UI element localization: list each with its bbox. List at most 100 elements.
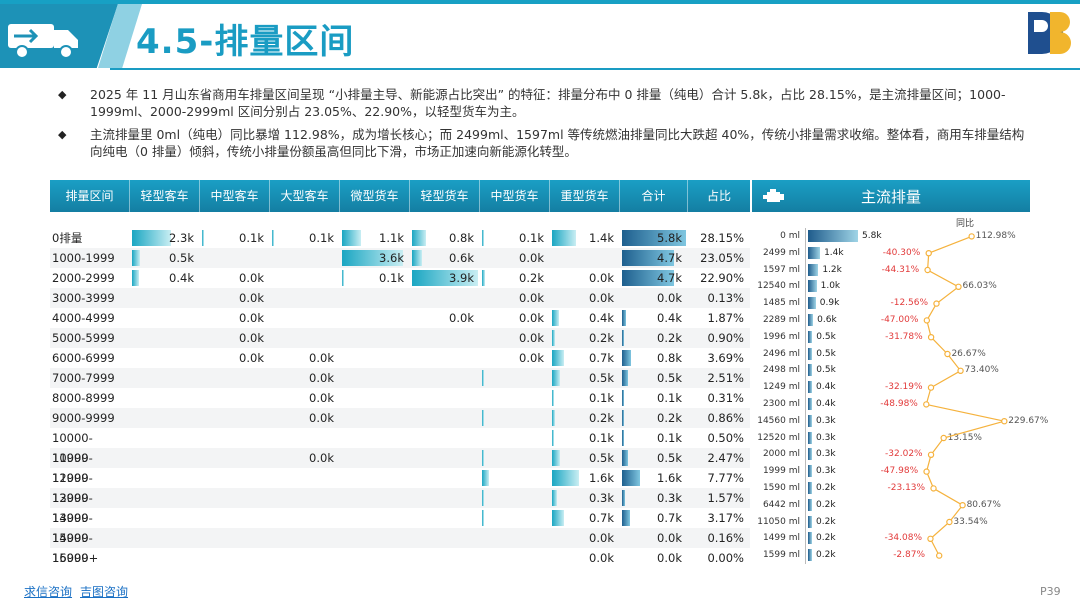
displacement-table: 0排量 2.3k 0.1k 0.1k 1.1k 0.8k 0.1k 1.4k 5.8k 28.15…: [50, 228, 750, 568]
mainstream-value: 0.3k: [816, 449, 836, 460]
table-cell: 0.4k: [620, 308, 688, 328]
column-header: 中型客车: [200, 180, 270, 212]
mainstream-bar: [808, 397, 812, 410]
share-cell: 1.87%: [707, 311, 744, 325]
column-header: 重型货车: [550, 180, 620, 212]
cell-value: 0.3k: [657, 491, 682, 505]
row-label: 15000-15999: [52, 531, 93, 565]
footer-link-qiuxin[interactable]: 求信咨询: [24, 585, 73, 599]
cell-value: 0.2k: [519, 271, 544, 285]
cell-value: 0.0k: [657, 291, 682, 305]
table-row: 7000-7999 0.0k 0.5k 0.5k 2.51%: [50, 368, 750, 388]
table-bar: [552, 430, 554, 446]
table-cell: 0.0k: [480, 288, 550, 308]
yoy-point: [1001, 418, 1008, 425]
cell-value: 0.0k: [657, 551, 682, 565]
mainstream-bar: [808, 515, 812, 528]
row-label: 16000+: [52, 551, 99, 565]
cell-value: 0.1k: [519, 231, 544, 245]
footer-link-jitu[interactable]: 吉图咨询: [80, 585, 129, 599]
table-bar: [342, 230, 361, 246]
displacement-label: 0 ml: [780, 231, 800, 241]
column-header: 排量区间: [50, 180, 130, 212]
mainstream-value: 0.2k: [816, 482, 836, 493]
displacement-label: 11050 ml: [757, 516, 800, 527]
yoy-value: -32.19%: [884, 382, 923, 393]
cell-value: 0.0k: [309, 351, 334, 365]
column-header: 合计: [620, 180, 688, 212]
column-header: 微型货车: [340, 180, 410, 212]
row-label: 12000-12999: [52, 471, 93, 505]
table-row: 12000-12999 1.6k 1.6k 7.77%: [50, 468, 750, 505]
table-row: 14000-14999 0.7k 0.7k 3.17%: [50, 508, 750, 545]
yoy-point: [933, 300, 940, 307]
table-cell: 0.0k: [200, 268, 270, 288]
cell-value: 0.0k: [309, 371, 334, 385]
yoy-point: [924, 266, 931, 274]
table-cell: 0.1k: [480, 228, 550, 248]
mainstream-value: 0.5k: [816, 331, 836, 342]
cell-value: 3.6k: [379, 251, 404, 265]
cell-value: 4.7k: [657, 271, 682, 285]
column-header: 占比: [706, 189, 731, 203]
cell-value: 0.0k: [239, 271, 264, 285]
table-row: 1000-1999 0.5k 3.6k 0.6k 0.0k 4.7k 23.05%: [50, 248, 750, 268]
cell-value: 0.8k: [449, 231, 474, 245]
table-cell: 0.2k: [620, 328, 688, 348]
mainstream-row: 1499 ml 0.2k -34.08%: [752, 530, 1052, 547]
cell-value: 0.7k: [657, 511, 682, 525]
mainstream-value: 0.6k: [817, 314, 837, 325]
table-bar: [132, 270, 139, 286]
cell-value: 0.0k: [589, 531, 614, 545]
table-row: 8000-8999 0.0k 0.1k 0.1k 0.31%: [50, 388, 750, 408]
table-bar: [132, 230, 171, 246]
table-cell: 0.0k: [620, 528, 688, 548]
table-bar: [552, 490, 558, 506]
cell-value: 0.2k: [657, 331, 682, 345]
mainstream-bar: [808, 280, 817, 293]
table-cell: 0.0k: [480, 248, 550, 268]
cell-value: 4.7k: [657, 251, 682, 265]
mainstream-row: 1597 ml 1.2k -44.31%: [752, 262, 1052, 279]
table-row: 3000-3999 0.0k 0.0k 0.0k 0.0k 0.13%: [50, 288, 750, 308]
intro-bullet-2: 主流排量里 0ml（纯电）同比暴增 112.98%，成为增长核心；而 2499m…: [58, 126, 1028, 160]
table-cell: [480, 468, 550, 488]
table-bar: [482, 510, 484, 526]
cell-value: 5.8k: [657, 231, 682, 245]
cell-value: 0.6k: [449, 251, 474, 265]
table-cell: 3.9k: [410, 268, 480, 288]
displacement-label: 1597 ml: [762, 264, 800, 275]
cell-value: 0.0k: [657, 531, 682, 545]
displacement-label: 1499 ml: [762, 533, 800, 544]
header-underline: [110, 68, 1080, 70]
table-cell: 0.2k: [480, 268, 550, 288]
row-label: 9000-9999: [52, 411, 115, 425]
table-row: 2000-2999 0.4k 0.0k 0.1k 3.9k 0.2k 0.0k 4.7k 22.…: [50, 268, 750, 288]
table-header: 排量区间 轻型客车 中型客车 大型客车 微型货车 轻型货车 中型货车 重型货车 合计 占比: [50, 180, 750, 212]
yoy-value: 229.67%: [1008, 415, 1049, 426]
cell-value: 0.0k: [589, 551, 614, 565]
table-cell: 0.0k: [270, 448, 340, 468]
share-cell: 0.50%: [707, 431, 744, 445]
displacement-label: 2289 ml: [762, 314, 800, 325]
table-cell: 0.0k: [480, 328, 550, 348]
table-bar: [622, 250, 674, 266]
yoy-value: -47.98%: [880, 466, 919, 477]
cell-value: 0.1k: [657, 431, 682, 445]
table-bar: [622, 410, 625, 426]
mainstream-row: 12520 ml 0.3k 13.15%: [752, 430, 1052, 447]
mainstream-row: 2496 ml 0.5k 26.67%: [752, 346, 1052, 363]
mainstream-value: 0.2k: [816, 550, 836, 561]
table-cell: 1.6k: [550, 468, 620, 488]
table-cell: 0.0k: [480, 308, 550, 328]
table-cell: [480, 448, 550, 468]
cell-value: 0.0k: [309, 391, 334, 405]
displacement-label: 1999 ml: [762, 466, 800, 477]
table-bar: [552, 510, 564, 526]
table-cell: 0.0k: [410, 308, 480, 328]
cell-value: 0.0k: [239, 311, 264, 325]
table-row: 10000-10999 0.1k 0.1k 0.50%: [50, 428, 750, 465]
cell-value: 0.5k: [589, 371, 614, 385]
mainstream-title: 主流排量: [860, 188, 921, 206]
mainstream-bar: [808, 330, 813, 343]
